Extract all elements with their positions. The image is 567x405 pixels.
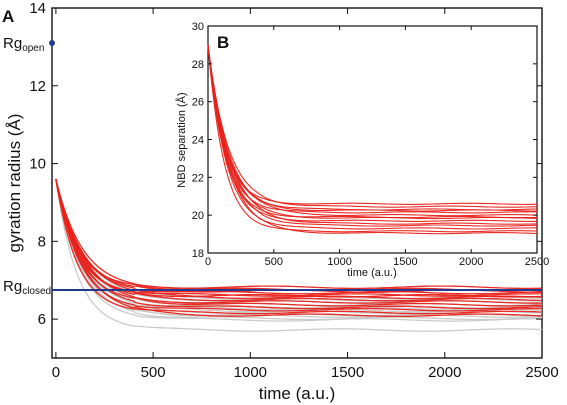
rg-open-main: Rg	[3, 35, 22, 52]
panel-b-y-tick-label-3: 24	[192, 135, 204, 147]
panel-b-y-tick-label-1: 20	[192, 210, 204, 222]
panel-a-series-line-1-8	[55, 178, 542, 310]
panel-b-x-axis-label: time (a.u.)	[347, 267, 397, 279]
panel-b-series-line-0-13	[207, 44, 537, 219]
panel-b-y-tick-label-5: 28	[192, 59, 204, 71]
panel-b-letter: B	[217, 33, 229, 52]
panel-b-series-line-0-10	[207, 44, 537, 233]
panel-b-series-line-0-0	[207, 44, 537, 205]
panel-b-y-tick-label-0: 18	[192, 248, 204, 260]
panel-a-series-line-0-10	[55, 179, 542, 332]
panel-a-y-tick-label-0: 6	[38, 311, 46, 328]
panel-b-x-tick-label-1: 500	[265, 256, 283, 268]
panel-b-series	[207, 44, 538, 235]
rg-open-label: Rgopen	[3, 35, 44, 54]
panel-b-x-tick-label-2: 1000	[327, 256, 351, 268]
panel-a-x-tick-label-0: 0	[52, 364, 60, 381]
rg-closed-subscript: closed	[22, 286, 51, 297]
panel-a-reference-lines	[49, 40, 542, 291]
panel-b-series-line-0-11	[207, 44, 537, 235]
panel-b-series-line-0-1	[207, 44, 538, 208]
panel-a-ticks: 0 500 1000 1500 2000 2500 6 8 10 12 14	[29, 0, 558, 381]
panel-a-letter: A	[2, 7, 14, 26]
panel-a-y-tick-label-3: 12	[29, 78, 46, 95]
panel-a-x-tick-label-5: 2500	[525, 364, 558, 381]
panel-a-series-line-1-13	[55, 178, 543, 298]
panel-a-y-tick-label-2: 10	[29, 156, 46, 173]
panel-a-series	[55, 178, 543, 332]
panel-b-series-line-0-3	[207, 44, 537, 214]
panel-b-series-line-0-6	[207, 44, 537, 222]
panel-a-y-tick-label-1: 8	[38, 233, 46, 250]
panel-b-x-tick-label-3: 1500	[393, 256, 417, 268]
panel-b-x-tick-label-5: 2500	[525, 256, 549, 268]
panel-b-ticks: 0 500 1000 1500 2000 2500 18 20 22 24 26 28 30	[192, 21, 549, 268]
panel-a-series-line-1-11	[55, 178, 543, 318]
panel-b-series-line-0-4	[207, 44, 537, 217]
rg-open-marker	[49, 40, 55, 46]
panel-a-series-line-1-7	[55, 178, 543, 307]
rg-closed-label: Rgclosed	[3, 278, 51, 297]
panel-b-x-tick-label-4: 2000	[459, 256, 483, 268]
panel-b-y-tick-label-4: 26	[192, 97, 204, 109]
panel-b-frame	[207, 25, 538, 254]
rg-closed-main: Rg	[3, 278, 22, 295]
panel-a-x-tick-label-1: 500	[141, 364, 166, 381]
panel-b-y-axis-label: NBD separation (Å)	[175, 92, 188, 187]
panel-a-y-axis-label: gyration radius (Å)	[5, 114, 24, 253]
panel-a-x-axis-label: time (a.u.)	[259, 384, 336, 403]
panel-a-x-tick-label-4: 2000	[428, 364, 461, 381]
panel-a-series-line-0-8	[55, 178, 542, 321]
panel-a-x-tick-label-2: 1000	[234, 364, 267, 381]
panel-b-y-tick-label-2: 22	[192, 172, 204, 184]
panel-b-y-tick-label-6: 30	[192, 21, 204, 33]
panel-a-y-tick-label-4: 14	[29, 0, 46, 17]
panel-a-series-line-0-9	[55, 178, 542, 322]
rg-open-subscript: open	[22, 43, 44, 54]
panel-a-series-line-1-9	[55, 178, 542, 312]
panel-a-x-tick-label-3: 1500	[331, 364, 364, 381]
panel-b-x-tick-label-0: 0	[205, 256, 211, 268]
panel-b-series-line-0-8	[207, 44, 537, 227]
panel-a-series-line-1-10	[55, 178, 542, 315]
panel-b-series-line-0-12	[207, 44, 537, 212]
